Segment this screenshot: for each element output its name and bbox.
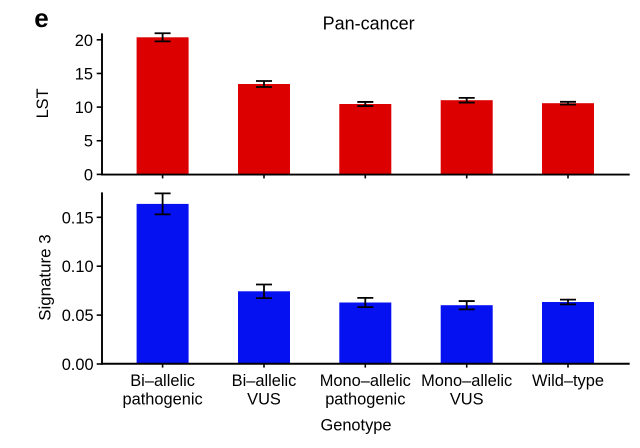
svg-text:LST: LST [34,88,52,118]
svg-text:0.00: 0.00 [62,356,94,374]
svg-text:0.15: 0.15 [62,209,94,227]
svg-text:pathogenic: pathogenic [122,391,202,409]
svg-text:Genotype: Genotype [320,416,391,434]
svg-text:Bi–allelic: Bi–allelic [130,372,195,390]
svg-text:VUS: VUS [450,391,484,409]
svg-text:5: 5 [84,133,93,151]
svg-text:Pan-cancer: Pan-cancer [323,14,415,34]
svg-text:0.05: 0.05 [62,307,94,325]
svg-text:0: 0 [84,166,93,184]
svg-text:0.10: 0.10 [62,258,94,276]
svg-text:10: 10 [75,99,93,117]
svg-text:Mono–allelic: Mono–allelic [320,372,411,390]
svg-text:Wild–type: Wild–type [532,372,604,390]
svg-text:e: e [34,3,48,33]
svg-text:VUS: VUS [247,391,281,409]
svg-text:pathogenic: pathogenic [325,391,405,409]
svg-text:20: 20 [75,32,93,50]
svg-text:Signature 3: Signature 3 [36,234,55,320]
svg-text:Mono–allelic: Mono–allelic [421,372,512,390]
svg-text:15: 15 [75,65,93,83]
svg-text:Bi–allelic: Bi–allelic [232,372,297,390]
